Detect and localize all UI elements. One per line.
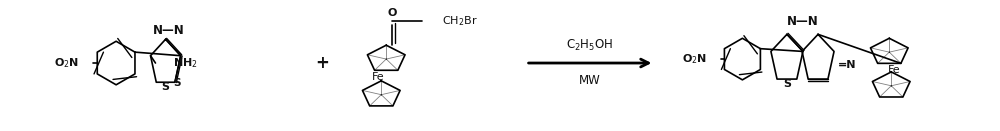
- Text: CH$_2$Br: CH$_2$Br: [442, 15, 477, 28]
- Text: O: O: [387, 8, 397, 18]
- Text: MW: MW: [579, 74, 601, 87]
- Text: O$_2$N: O$_2$N: [682, 52, 707, 66]
- Text: N—N: N—N: [153, 24, 184, 37]
- Text: S: S: [783, 79, 791, 89]
- Text: S: S: [173, 78, 181, 88]
- Text: =N: =N: [838, 60, 856, 70]
- Text: O$_2$N: O$_2$N: [54, 56, 79, 70]
- Text: Fe: Fe: [888, 65, 901, 75]
- Text: C$_2$H$_5$OH: C$_2$H$_5$OH: [566, 38, 614, 53]
- Text: S: S: [162, 82, 170, 92]
- Text: +: +: [315, 54, 329, 72]
- Text: N—N: N—N: [787, 15, 818, 28]
- Text: Fe: Fe: [372, 72, 385, 82]
- Text: NH$_2$: NH$_2$: [173, 56, 198, 70]
